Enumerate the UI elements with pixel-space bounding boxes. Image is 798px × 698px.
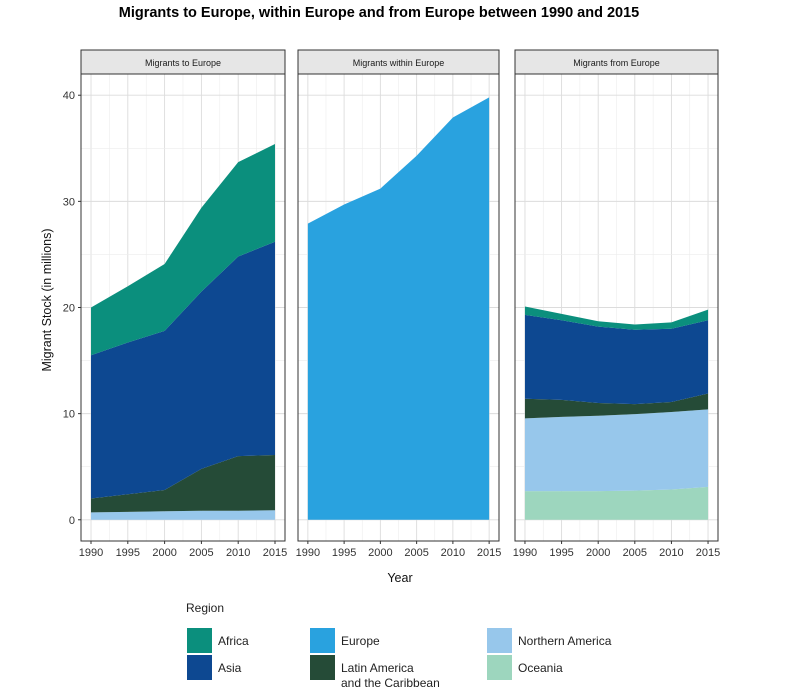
x-tick-label: 2000 xyxy=(586,547,610,559)
legend-item-oceania: Oceania xyxy=(487,655,563,680)
x-tick-label: 1990 xyxy=(513,547,537,559)
legend-swatch xyxy=(487,628,512,653)
legend-swatch xyxy=(487,655,512,680)
legend-swatch xyxy=(310,655,335,680)
x-tick-label: 1995 xyxy=(116,547,140,559)
x-tick-label: 2005 xyxy=(189,547,213,559)
area-asia xyxy=(524,314,709,405)
area-asia xyxy=(91,241,275,499)
legend-label: Africa xyxy=(218,634,249,648)
facet-title: Migrants from Europe xyxy=(573,58,660,68)
y-axis-label: Migrant Stock (in millions) xyxy=(40,228,54,371)
x-tick-label: 1995 xyxy=(332,547,356,559)
panel-migrants-from-europe: Migrants from Europe 1990 1995 2000 2005 2010… xyxy=(513,49,720,559)
area-africa xyxy=(524,306,709,330)
legend-item-asia: Asia xyxy=(187,655,242,680)
y-tick-label: 30 xyxy=(63,196,75,208)
legend-item-europe: Europe xyxy=(310,628,380,653)
legend-label: Oceania xyxy=(518,661,563,675)
legend-item-northern-america: Northern America xyxy=(487,628,612,653)
x-tick-label: 1990 xyxy=(79,547,103,559)
area-northern-america xyxy=(91,510,275,520)
chart-title: Migrants to Europe, within Europe and fr… xyxy=(118,5,640,21)
legend-label: Asia xyxy=(218,661,242,675)
legend-title: Region xyxy=(186,601,224,615)
x-tick-label: 2010 xyxy=(659,547,683,559)
area-latin-america-and-the-caribbean xyxy=(524,393,709,419)
facet-strip xyxy=(514,49,719,75)
y-tick-label: 20 xyxy=(63,303,75,315)
panel-migrants-within-europe: Migrants within Europe 1990 1995 2000 2005 20… xyxy=(296,49,501,559)
x-tick-label: 2010 xyxy=(226,547,250,559)
area-europe xyxy=(307,97,490,520)
facet-title: Migrants within Europe xyxy=(353,58,445,68)
legend-label: Northern America xyxy=(518,634,612,648)
legend-swatch xyxy=(187,628,212,653)
area-africa xyxy=(91,144,275,356)
legend-swatch xyxy=(187,655,212,680)
x-tick-label: 2015 xyxy=(477,547,501,559)
x-tick-label: 2000 xyxy=(152,547,176,559)
facet-strip xyxy=(80,49,286,75)
facet-title: Migrants to Europe xyxy=(145,58,221,68)
legend-item-africa: Africa xyxy=(187,628,249,653)
x-tick-label: 1990 xyxy=(296,547,320,559)
x-tick-label: 2010 xyxy=(441,547,465,559)
x-tick-label: 2015 xyxy=(263,547,287,559)
area-latin-america-and-the-caribbean xyxy=(91,455,275,513)
legend-label: Latin America xyxy=(341,661,414,675)
x-axis-label: Year xyxy=(387,571,412,585)
y-tick-label: 0 xyxy=(69,515,75,527)
area-oceania xyxy=(524,486,709,520)
facet-strip xyxy=(297,49,500,75)
area-northern-america xyxy=(524,409,709,492)
x-tick-label: 2005 xyxy=(623,547,647,559)
y-tick-label: 10 xyxy=(63,409,75,421)
y-tick-label: 40 xyxy=(63,90,75,102)
x-tick-label: 1995 xyxy=(549,547,573,559)
legend-label: Europe xyxy=(341,634,380,648)
legend-swatch xyxy=(310,628,335,653)
legend-label: and the Caribbean xyxy=(341,676,440,690)
x-tick-label: 2000 xyxy=(368,547,392,559)
x-tick-label: 2015 xyxy=(696,547,720,559)
x-tick-label: 2005 xyxy=(404,547,428,559)
